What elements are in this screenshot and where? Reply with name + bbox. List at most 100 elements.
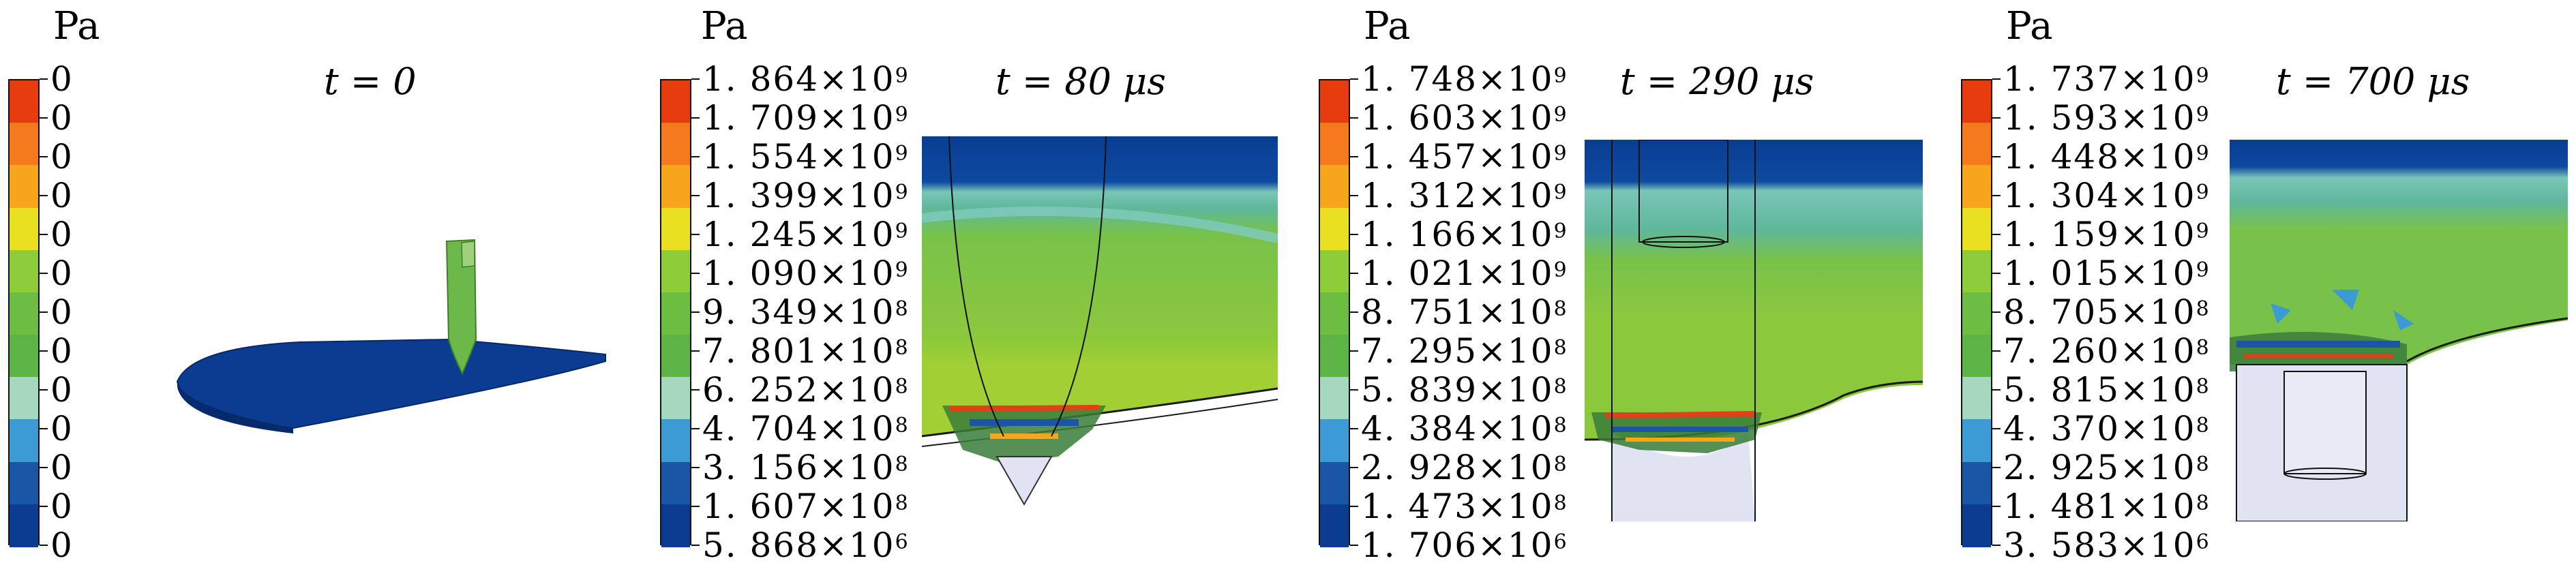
label-exponent: 8 [895, 336, 910, 360]
colorbar-tick [691, 350, 700, 352]
colorbar-label: 1. 245×109 [702, 215, 910, 254]
colorbar-label: 1. 473×108 [1361, 487, 1568, 525]
label-exponent: 8 [2196, 375, 2211, 399]
colorbar-tick [691, 234, 700, 235]
colorbar-label: 0 [50, 137, 74, 177]
colorbar-tick [40, 428, 48, 429]
colorbar-label: 1. 312×109 [1361, 177, 1568, 215]
colorbar-band [1320, 461, 1349, 505]
label-mantissa: 1. 706×10 [1361, 525, 1554, 565]
label-mantissa: 5. 868×10 [702, 525, 895, 565]
label-mantissa: 1. 245×10 [702, 215, 895, 254]
colorbar-tick [691, 195, 700, 196]
colorbar-tick [1350, 350, 1358, 352]
colorbar [8, 79, 40, 547]
colorbar-label: 1. 021×109 [1361, 254, 1568, 292]
label-mantissa: 4. 384×10 [1361, 409, 1554, 448]
colorbar-band [10, 80, 38, 124]
label-exponent: 8 [2196, 297, 2211, 321]
colorbar-band [1962, 292, 1991, 336]
time-title: t = 80 μs [995, 60, 1166, 103]
label-mantissa: 1. 304×10 [2003, 176, 2196, 215]
label-mantissa: 9. 349×10 [702, 292, 895, 332]
colorbar-band [10, 461, 38, 505]
label-mantissa: 1. 312×10 [1361, 176, 1554, 215]
label-mantissa: 1. 159×10 [2003, 215, 2196, 254]
colorbar-label: 1. 166×109 [1361, 215, 1568, 254]
colorbar-tick [1350, 78, 1358, 80]
label-mantissa: 3. 583×10 [2003, 525, 2196, 565]
colorbar-band [10, 123, 38, 166]
label-mantissa: 1. 481×10 [2003, 487, 2196, 526]
time-title: t = 290 μs [1620, 60, 1814, 103]
colorbar-label: 1. 399×109 [702, 177, 910, 215]
label-exponent: 8 [1553, 491, 1568, 515]
colorbar-tick [40, 78, 48, 80]
colorbar-tick [1350, 234, 1358, 235]
panel-t700: Pa 1. 737×109 1. 593×109 1. 448×109 1. 304×… [1956, 0, 2576, 565]
label-mantissa: 1. 015×10 [2003, 254, 2196, 293]
colorbar-tick [691, 273, 700, 274]
colorbar-tick [1350, 273, 1358, 274]
simulation-view-t80 [922, 136, 1278, 508]
label-exponent: 9 [2196, 103, 2211, 127]
colorbar-tick [40, 273, 48, 274]
colorbar-label: 0 [50, 525, 74, 565]
label-mantissa: 5. 815×10 [2003, 370, 2196, 410]
colorbar-label: 1. 448×109 [2003, 138, 2211, 176]
colorbar-tick [1992, 117, 2001, 119]
colorbar-tick [40, 117, 48, 119]
label-exponent: 9 [1553, 64, 1568, 88]
colorbar-label: 4. 384×108 [1361, 410, 1568, 448]
colorbar-tick [40, 195, 48, 196]
label-exponent: 9 [895, 64, 910, 88]
colorbar-label: 1. 304×109 [2003, 177, 2211, 215]
label-mantissa: 1. 473×10 [1361, 487, 1554, 526]
colorbar-label: 1. 864×109 [702, 60, 910, 98]
label-exponent: 8 [895, 414, 910, 438]
colorbar-label: 1. 481×108 [2003, 487, 2211, 525]
colorbar-band [661, 123, 690, 166]
colorbar [1961, 79, 1992, 547]
colorbar-band [1962, 207, 1991, 251]
colorbar-tick [40, 156, 48, 157]
label-exponent: 8 [1553, 336, 1568, 360]
colorbar-label: 0 [50, 448, 74, 487]
label-mantissa: 1. 457×10 [1361, 137, 1554, 177]
colorbar-label: 5. 815×108 [2003, 371, 2211, 409]
simulation-view-t700 [2230, 140, 2568, 521]
label-exponent: 9 [2196, 64, 2211, 88]
unit-label: Pa [53, 4, 100, 48]
label-exponent: 9 [895, 258, 910, 282]
label-exponent: 6 [2196, 530, 2211, 554]
colorbar-label: 0 [50, 409, 74, 448]
label-mantissa: 4. 704×10 [702, 409, 895, 448]
colorbar-tick [691, 389, 700, 391]
label-exponent: 9 [1553, 142, 1568, 166]
colorbar-tick [691, 506, 700, 507]
colorbar-band [661, 80, 690, 124]
colorbar-label: 1. 737×109 [2003, 60, 2211, 98]
colorbar-label: 1. 709×109 [702, 99, 910, 137]
colorbar-tick [691, 467, 700, 468]
label-mantissa: 7. 801×10 [702, 331, 895, 371]
colorbar-tick [1350, 156, 1358, 157]
colorbar-label: 4. 704×108 [702, 410, 910, 448]
colorbar-label: 1. 607×108 [702, 487, 910, 525]
colorbar-band [10, 419, 38, 463]
colorbar-label: 0 [50, 59, 74, 99]
colorbar-band [1962, 377, 1991, 421]
label-mantissa: 1. 399×10 [702, 176, 895, 215]
colorbar-tick [691, 545, 700, 546]
colorbar-band [1320, 292, 1349, 336]
simulation-view-t0 [176, 239, 606, 433]
label-exponent: 8 [1553, 375, 1568, 399]
label-mantissa: 1. 603×10 [1361, 98, 1554, 138]
colorbar-label: 9. 349×108 [702, 293, 910, 331]
colorbar-band [1962, 335, 1991, 378]
colorbar-tick [1992, 389, 2001, 391]
label-mantissa: 1. 709×10 [702, 98, 895, 138]
label-exponent: 8 [1553, 414, 1568, 438]
unit-label: Pa [2006, 4, 2053, 48]
colorbar-tick [691, 156, 700, 157]
